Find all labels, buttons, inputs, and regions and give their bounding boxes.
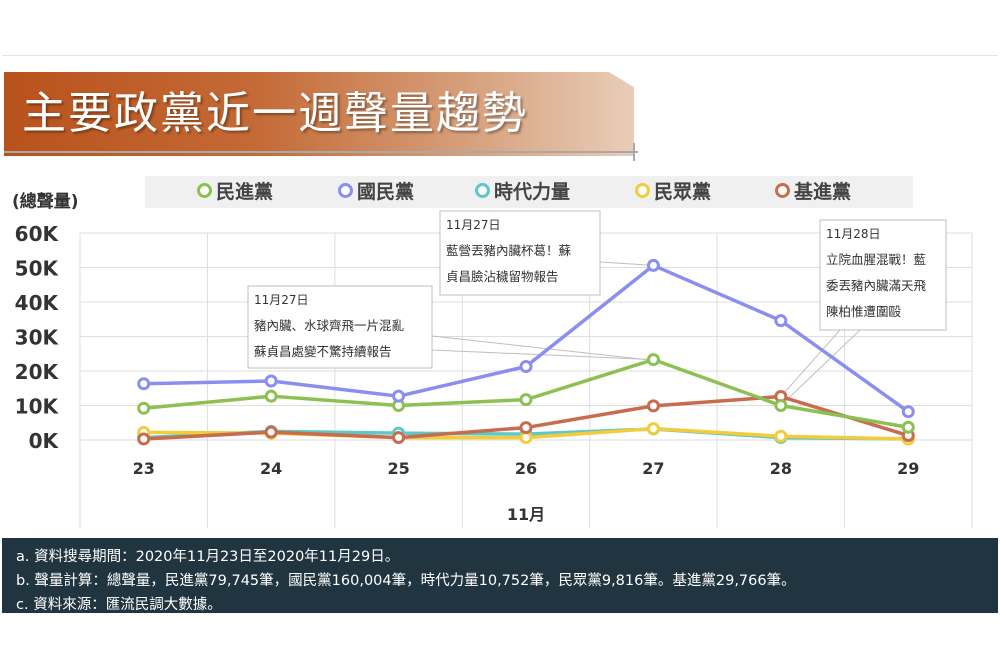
data-point-1-0: [137, 377, 151, 391]
callout-text: 貞昌臉沾穢留物報告: [446, 269, 559, 284]
legend-marker-icon: [197, 183, 212, 198]
callout-leader-line: [599, 261, 654, 266]
legend-item-tsp: 基進黨: [775, 176, 851, 208]
callout-text: 蘇貞昌處變不驚持續報告: [254, 344, 392, 359]
data-point-4-3: [519, 421, 533, 435]
data-point-1-4: [646, 258, 660, 272]
data-point-1-3: [519, 360, 533, 374]
legend-item-dpp: 民進黨: [197, 176, 273, 208]
callout-leader-line: [780, 329, 861, 406]
legend-item-tpp: 民眾黨: [635, 176, 711, 208]
callout-date: 11月28日: [826, 227, 881, 241]
title-underline-tick: [633, 143, 635, 161]
data-point-0-5: [774, 399, 788, 412]
legend-marker-icon: [338, 183, 353, 198]
data-point-1-6: [901, 405, 915, 419]
x-tick-label: 28: [770, 459, 792, 478]
x-tick-label: 29: [897, 459, 919, 478]
x-tick-label: 25: [387, 459, 409, 478]
y-tick-label: 40K: [15, 291, 60, 315]
data-point-4-1: [264, 425, 278, 439]
y-tick-label: 50K: [15, 257, 60, 281]
callout-text: 委丟豬內臟滿天飛: [826, 278, 927, 293]
data-point-3-3: [519, 431, 533, 445]
y-tick-label: 20K: [15, 360, 60, 384]
notes-footer: a. 資料搜尋期間：2020年11月23日至2020年11月29日。 b. 聲量…: [2, 538, 998, 613]
data-point-3-4: [646, 422, 660, 436]
data-point-4-0: [137, 432, 151, 446]
data-point-0-4: [646, 353, 660, 367]
callout-text: 藍營丟豬內臟杯葛！蘇: [446, 243, 572, 258]
data-point-4-4: [646, 399, 660, 413]
note-calculation: b. 聲量計算：總聲量，民進黨79,745筆，國民黨160,004筆，時代力量1…: [16, 573, 796, 589]
x-tick-label: 27: [642, 459, 664, 478]
callout-box: [247, 285, 433, 369]
callout-text: 立院血腥混戰！藍: [826, 252, 926, 267]
title-banner: [4, 72, 634, 156]
callout-date: 11月27日: [446, 218, 501, 232]
callout-leader-line: [431, 335, 654, 361]
title-underline: [4, 151, 638, 153]
data-point-1-2: [392, 389, 406, 403]
note-period: a. 資料搜尋期間：2020年11月23日至2020年11月29日。: [16, 549, 400, 565]
data-point-0-3: [519, 393, 533, 407]
data-point-4-2: [392, 431, 406, 445]
callout-text: 豬內臟、水球齊飛一片混亂: [254, 318, 405, 333]
x-tick-label: 24: [260, 459, 282, 478]
callout-leader-line: [780, 329, 841, 397]
x-tick-label: 23: [133, 459, 155, 478]
x-axis-label: 11月: [507, 505, 545, 524]
legend-item-kmt: 國民黨: [338, 176, 414, 208]
y-tick-label: 10K: [15, 395, 60, 419]
note-source: c. 資料來源：匯流民調大數據。: [16, 597, 222, 613]
y-tick-label: 0K: [29, 429, 60, 453]
callout-box: [819, 219, 947, 331]
data-point-0-0: [137, 401, 151, 415]
data-point-1-1: [264, 374, 278, 388]
callout-box: [439, 210, 601, 296]
chart-legend: 民進黨 國民黨 時代力量 民眾黨 基進黨: [145, 176, 913, 208]
data-point-0-1: [264, 389, 278, 403]
data-point-0-6: [901, 420, 915, 434]
legend-marker-icon: [635, 183, 650, 198]
callout-date: 11月27日: [254, 293, 309, 307]
legend-marker-icon: [775, 183, 790, 198]
callout-text: 陳柏惟遭圍毆: [826, 304, 902, 319]
chart-title: 主要政黨近一週聲量趨勢: [22, 88, 528, 139]
y-axis-unit-label: (總聲量): [12, 192, 79, 212]
y-tick-label: 30K: [15, 326, 60, 350]
data-point-3-5: [774, 429, 788, 443]
legend-item-npp: 時代力量: [475, 176, 570, 208]
x-tick-label: 26: [515, 459, 537, 478]
data-point-1-5: [774, 314, 788, 328]
y-tick-label: 60K: [15, 222, 60, 246]
legend-marker-icon: [475, 183, 490, 198]
